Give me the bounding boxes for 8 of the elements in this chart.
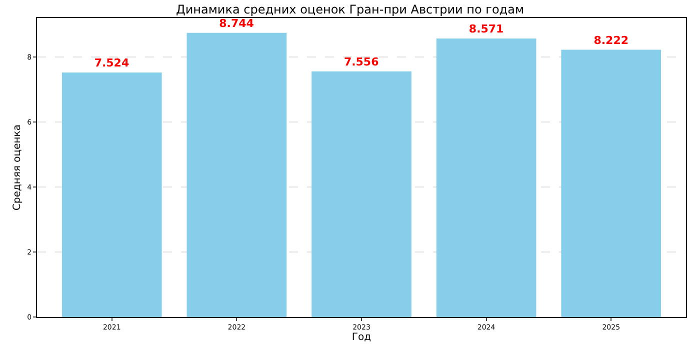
- data-label: 8.571: [468, 22, 504, 36]
- data-label: 8.744: [219, 16, 254, 30]
- chart-title: Динамика средних оценок Гран-при Австрии по годам: [176, 2, 524, 17]
- y-axis-title: Средняя оценка: [12, 124, 24, 210]
- data-label: 8.222: [594, 34, 629, 47]
- data-label: 7.524: [94, 56, 130, 70]
- x-axis-title: Год: [352, 332, 372, 343]
- data-label: 7.556: [344, 55, 380, 68]
